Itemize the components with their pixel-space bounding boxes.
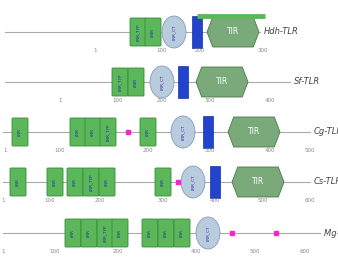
FancyBboxPatch shape: [85, 118, 101, 146]
Text: Sf-TLR: Sf-TLR: [294, 77, 320, 87]
Text: 300: 300: [158, 198, 168, 203]
Text: 400: 400: [210, 198, 220, 203]
Ellipse shape: [196, 217, 220, 249]
Text: LRR: LRR: [53, 178, 57, 186]
FancyBboxPatch shape: [112, 219, 128, 247]
Text: Hdh-TLR: Hdh-TLR: [264, 28, 299, 36]
FancyBboxPatch shape: [67, 168, 83, 196]
Ellipse shape: [162, 16, 186, 48]
Ellipse shape: [181, 166, 205, 198]
Text: 1: 1: [58, 98, 62, 103]
FancyBboxPatch shape: [70, 118, 86, 146]
Text: Cs-TLR: Cs-TLR: [314, 178, 338, 186]
Bar: [192, 16, 202, 48]
Text: 300: 300: [258, 48, 268, 53]
FancyBboxPatch shape: [130, 18, 146, 46]
FancyBboxPatch shape: [142, 219, 158, 247]
Text: LRR: LRR: [18, 128, 22, 136]
FancyBboxPatch shape: [158, 219, 174, 247]
Text: LRR: LRR: [73, 178, 77, 186]
FancyBboxPatch shape: [65, 219, 81, 247]
FancyBboxPatch shape: [174, 219, 190, 247]
Text: 200: 200: [143, 148, 153, 153]
FancyBboxPatch shape: [83, 168, 99, 196]
FancyBboxPatch shape: [128, 68, 144, 96]
Text: LRR: LRR: [71, 229, 75, 237]
Text: 200: 200: [157, 98, 167, 103]
Text: LRR_TYP: LRR_TYP: [118, 73, 122, 91]
FancyBboxPatch shape: [140, 118, 156, 146]
Text: LRR: LRR: [161, 178, 165, 186]
Text: 1: 1: [3, 148, 7, 153]
Polygon shape: [232, 167, 284, 197]
Text: LRR_TYP: LRR_TYP: [103, 224, 107, 242]
Text: 200: 200: [113, 249, 123, 254]
Text: 400: 400: [265, 148, 275, 153]
Text: 100: 100: [55, 148, 65, 153]
Text: LRR: LRR: [16, 178, 20, 186]
Text: 300: 300: [205, 98, 215, 103]
FancyBboxPatch shape: [12, 118, 28, 146]
Bar: [210, 166, 220, 198]
Text: LRR_TYP: LRR_TYP: [89, 173, 93, 191]
Text: 200: 200: [195, 48, 205, 53]
Ellipse shape: [150, 66, 174, 98]
Text: TIR: TIR: [216, 77, 228, 87]
FancyBboxPatch shape: [145, 18, 161, 46]
Polygon shape: [196, 67, 248, 97]
Text: 100: 100: [45, 198, 55, 203]
Bar: [178, 66, 188, 98]
Text: LRR_CT: LRR_CT: [172, 24, 176, 40]
Text: LRIR: LRIR: [151, 28, 155, 37]
Text: 600: 600: [305, 198, 315, 203]
Text: 200: 200: [95, 198, 105, 203]
FancyBboxPatch shape: [112, 68, 128, 96]
Text: LRR: LRR: [105, 178, 109, 186]
Text: LRR: LRR: [76, 128, 80, 136]
Text: LRR: LRR: [148, 229, 152, 237]
FancyBboxPatch shape: [155, 168, 171, 196]
Polygon shape: [207, 17, 259, 47]
Text: Cg-TLR: Cg-TLR: [314, 127, 338, 136]
Text: 100: 100: [50, 249, 60, 254]
Text: 100: 100: [157, 48, 167, 53]
Text: LRR: LRR: [180, 229, 184, 237]
Text: 1: 1: [93, 48, 97, 53]
Text: LRR: LRR: [118, 229, 122, 237]
Text: TIR: TIR: [227, 28, 239, 36]
Text: LRR: LRR: [87, 229, 91, 237]
Text: 300: 300: [205, 148, 215, 153]
FancyBboxPatch shape: [99, 168, 115, 196]
FancyBboxPatch shape: [81, 219, 97, 247]
Text: LRR: LRR: [164, 229, 168, 237]
Text: LRR_CT: LRR_CT: [191, 174, 195, 190]
FancyBboxPatch shape: [10, 168, 26, 196]
Text: LRR: LRR: [146, 128, 150, 136]
Text: 500: 500: [258, 198, 268, 203]
FancyBboxPatch shape: [97, 219, 113, 247]
Text: 1: 1: [1, 198, 5, 203]
Polygon shape: [228, 117, 280, 147]
FancyBboxPatch shape: [100, 118, 116, 146]
Text: LRR_CT: LRR_CT: [160, 74, 164, 90]
Text: LRR_TYP: LRR_TYP: [136, 23, 140, 41]
Text: 500: 500: [250, 249, 260, 254]
Text: Mg-TLR S: Mg-TLR S: [324, 229, 338, 237]
Text: LRR_TYP: LRR_TYP: [106, 123, 110, 141]
Text: 500: 500: [305, 148, 315, 153]
Text: 400: 400: [265, 98, 275, 103]
Bar: [203, 116, 213, 148]
Ellipse shape: [171, 116, 195, 148]
FancyBboxPatch shape: [47, 168, 63, 196]
Text: 400: 400: [191, 249, 201, 254]
Text: 600: 600: [300, 249, 310, 254]
Text: LRR_CT: LRR_CT: [206, 225, 210, 241]
Text: TIR: TIR: [248, 127, 260, 136]
Text: 100: 100: [113, 98, 123, 103]
Text: 1: 1: [1, 249, 5, 254]
Text: LRIR: LRIR: [134, 77, 138, 87]
Text: LRR_CT: LRR_CT: [181, 124, 185, 140]
Text: LRR: LRR: [91, 128, 95, 136]
Text: TIR: TIR: [252, 178, 264, 186]
